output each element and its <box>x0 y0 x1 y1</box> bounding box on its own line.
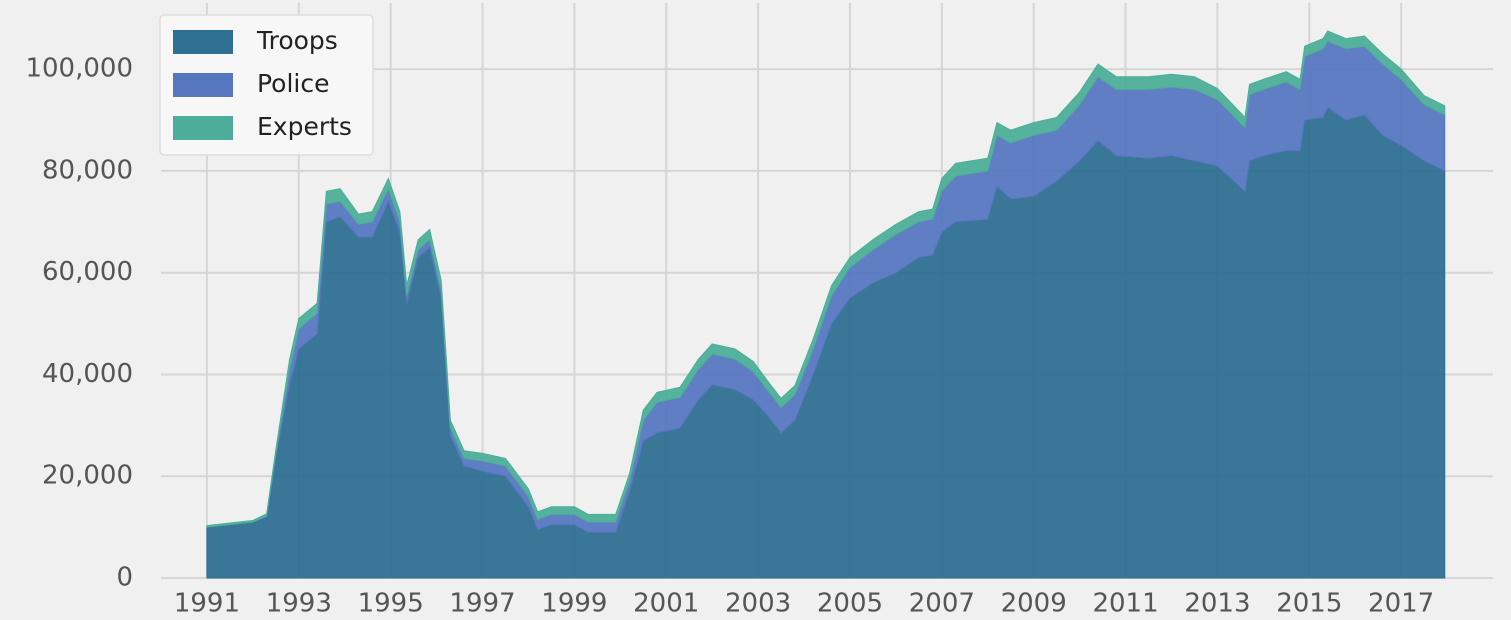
x-tick-label: 2013 <box>1184 589 1250 619</box>
y-tick-label: 100,000 <box>25 54 133 84</box>
legend-swatch <box>173 73 233 97</box>
legend-swatch <box>173 116 233 140</box>
x-tick-label: 2003 <box>725 589 791 619</box>
y-tick-label: 80,000 <box>42 155 133 185</box>
x-tick-label: 2011 <box>1092 589 1158 619</box>
x-tick-label: 2005 <box>817 589 883 619</box>
x-tick-label: 1995 <box>358 589 424 619</box>
legend: Troops Police Experts <box>159 14 374 156</box>
x-tick-label: 2015 <box>1276 589 1342 619</box>
x-tick-label: 1991 <box>174 589 240 619</box>
x-tick-label: 1997 <box>449 589 515 619</box>
area <box>206 30 1446 528</box>
x-tick-label: 1993 <box>266 589 332 619</box>
legend-label: Police <box>257 69 330 98</box>
x-tick-label: 2001 <box>633 589 699 619</box>
y-tick-label: 60,000 <box>42 257 133 287</box>
legend-label: Experts <box>257 112 352 141</box>
y-tick-label: 40,000 <box>42 359 133 389</box>
x-tick-label: 2009 <box>1001 589 1067 619</box>
x-tick-label: 1999 <box>541 589 607 619</box>
legend-label: Troops <box>256 26 338 55</box>
area <box>206 106 1446 579</box>
y-tick-label: 20,000 <box>42 461 133 491</box>
y-tick-label: 0 <box>116 563 133 593</box>
x-tick-label: 2017 <box>1368 589 1434 619</box>
legend-swatch <box>173 30 233 54</box>
x-tick-label: 2007 <box>909 589 975 619</box>
